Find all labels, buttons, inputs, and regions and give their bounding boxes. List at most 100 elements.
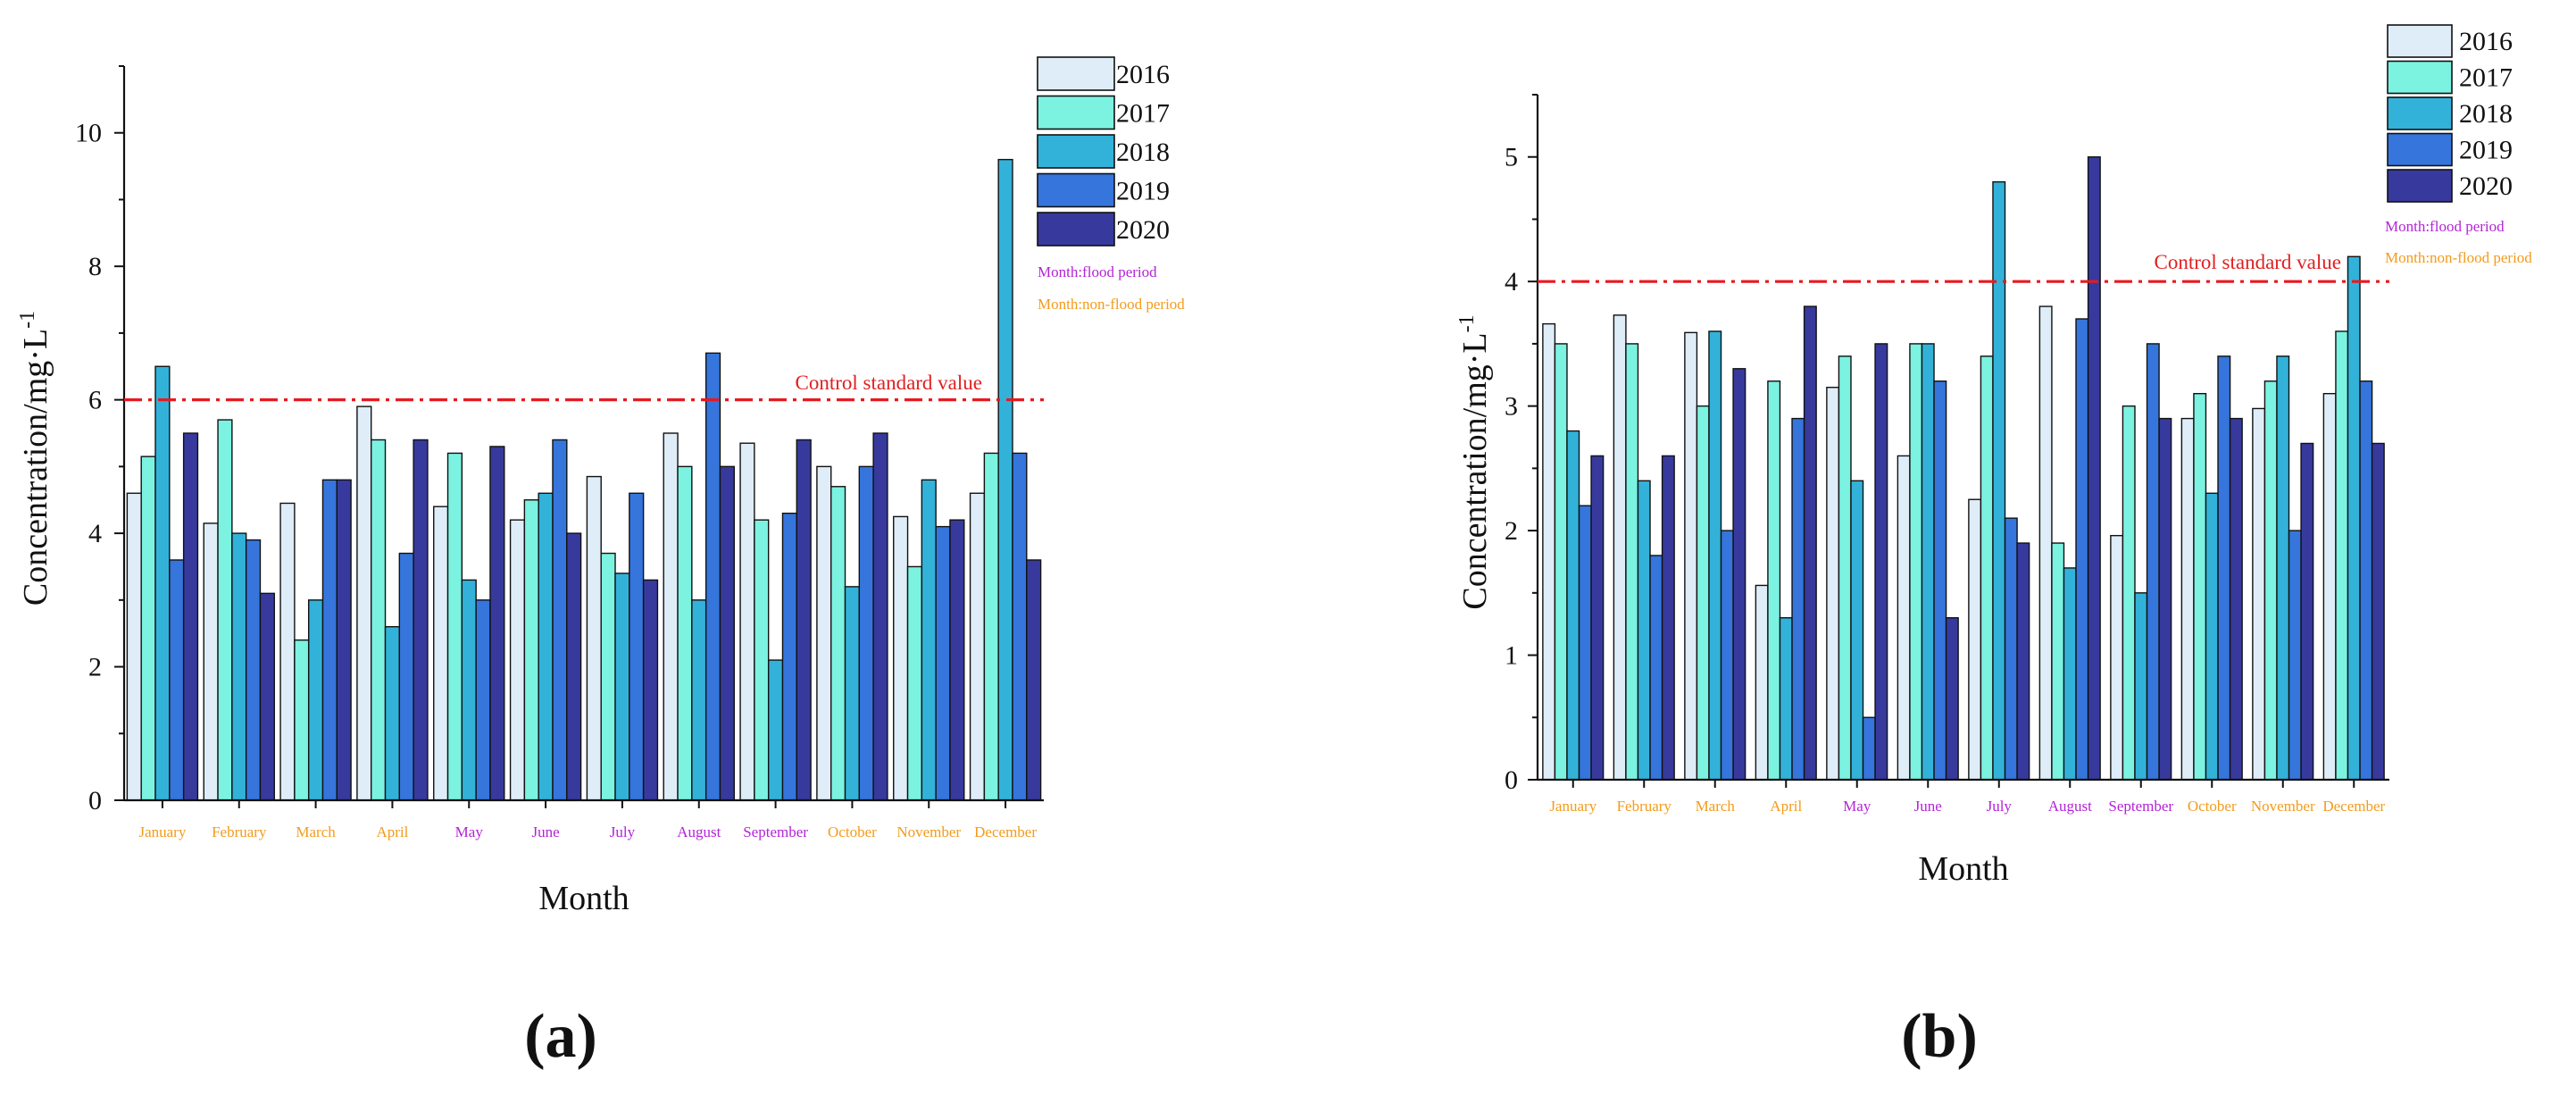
month-label-october: October bbox=[2188, 798, 2237, 815]
bar-2019-may bbox=[1862, 716, 1876, 781]
month-label-march: March bbox=[296, 823, 336, 840]
bar-2018-august bbox=[691, 599, 707, 801]
bar-2019-january bbox=[169, 559, 185, 801]
bar-2016-july bbox=[1968, 498, 1982, 781]
bar-2018-june bbox=[1921, 343, 1935, 781]
bar-2019-june bbox=[552, 439, 568, 801]
y-tick-label: 3 bbox=[1505, 392, 1518, 422]
bar-2016-april bbox=[1755, 584, 1769, 781]
legend-swatch-2020 bbox=[1037, 212, 1115, 247]
month-label-january: January bbox=[138, 823, 186, 840]
bar-2016-july bbox=[586, 475, 602, 801]
bar-2018-march bbox=[1708, 330, 1722, 781]
x-axis-title: Month bbox=[538, 880, 629, 917]
bar-2019-august bbox=[704, 352, 721, 801]
bar-2017-january bbox=[140, 456, 156, 801]
bar-2020-may bbox=[1874, 343, 1888, 781]
bar-2018-september bbox=[2134, 592, 2148, 781]
legend-swatch-2018 bbox=[2387, 96, 2453, 130]
y-tick-label: 2 bbox=[1505, 516, 1518, 546]
legend-swatch-2018 bbox=[1037, 134, 1115, 169]
bar-2018-may bbox=[1850, 480, 1864, 781]
bar-2020-july bbox=[2016, 542, 2030, 781]
bar-2017-february bbox=[217, 419, 233, 801]
bar-2020-august bbox=[2087, 156, 2101, 781]
month-label-march: March bbox=[1696, 798, 1736, 815]
bar-2018-march bbox=[307, 599, 324, 801]
legend-swatch-2017 bbox=[2387, 60, 2453, 95]
bar-2016-april bbox=[356, 405, 372, 801]
bar-2016-march bbox=[279, 502, 296, 801]
bar-2019-august bbox=[2075, 318, 2089, 781]
bar-2016-october bbox=[2180, 417, 2195, 781]
legend-note-non-flood: Month:non-flood period bbox=[2385, 249, 2532, 266]
panel-label: (b) bbox=[1901, 1002, 1978, 1071]
bar-2019-february bbox=[1649, 555, 1663, 781]
bar-2017-august bbox=[677, 465, 693, 801]
legend-label-2020: 2020 bbox=[2459, 171, 2513, 201]
bar-2017-june bbox=[1909, 343, 1923, 781]
month-label-november: November bbox=[896, 823, 961, 840]
bar-2017-april bbox=[371, 439, 387, 801]
bar-2019-february bbox=[245, 539, 262, 801]
bar-2016-march bbox=[1684, 331, 1698, 781]
y-axis-title-exponent: -1 bbox=[16, 311, 39, 329]
legend-label-2020: 2020 bbox=[1116, 215, 1170, 245]
bar-2020-june bbox=[1945, 617, 1959, 781]
bar-2018-august bbox=[2063, 567, 2077, 781]
bar-2019-november bbox=[2288, 530, 2302, 781]
bar-2020-september bbox=[2158, 417, 2172, 781]
bar-2017-january bbox=[1554, 343, 1568, 781]
month-label-august: August bbox=[2048, 798, 2092, 815]
bar-2017-july bbox=[600, 552, 616, 801]
bar-2020-april bbox=[413, 439, 429, 801]
legend-swatch-2016 bbox=[2387, 24, 2453, 58]
month-label-june: June bbox=[1914, 798, 1942, 815]
bar-2020-february bbox=[259, 592, 275, 801]
y-axis-title-exponent: -1 bbox=[1455, 314, 1479, 332]
month-label-november: November bbox=[2251, 798, 2315, 815]
y-tick-label: 5 bbox=[1505, 143, 1518, 172]
bar-2019-september bbox=[781, 512, 797, 801]
month-label-april: April bbox=[376, 823, 408, 840]
bar-2019-april bbox=[398, 552, 414, 801]
month-label-may: May bbox=[1843, 798, 1872, 815]
bar-2017-september bbox=[754, 519, 770, 801]
bar-2017-october bbox=[2193, 392, 2207, 781]
bar-2020-january bbox=[182, 432, 199, 801]
bar-2017-march bbox=[1696, 405, 1710, 781]
legend-label-2017: 2017 bbox=[2459, 63, 2513, 93]
legend-swatch-2019 bbox=[1037, 172, 1115, 208]
bar-2018-november bbox=[921, 479, 937, 801]
bar-2017-october bbox=[830, 486, 846, 801]
bar-2016-november bbox=[2252, 407, 2266, 781]
bar-2019-march bbox=[321, 479, 338, 801]
y-tick-label: 4 bbox=[1505, 267, 1518, 297]
bar-2019-april bbox=[1791, 417, 1805, 781]
bar-2017-april bbox=[1767, 380, 1781, 781]
month-label-august: August bbox=[677, 823, 721, 840]
bar-2018-october bbox=[2205, 492, 2219, 781]
bar-2016-september bbox=[2110, 534, 2124, 781]
bar-2018-april bbox=[384, 626, 401, 801]
month-label-december: December bbox=[974, 823, 1037, 840]
bar-2018-april bbox=[1779, 617, 1793, 781]
y-tick-label: 8 bbox=[88, 252, 102, 281]
bar-2020-july bbox=[642, 579, 659, 801]
bar-2020-november bbox=[2300, 442, 2314, 781]
panel-a-chart: January February March April May June July Augu… bbox=[16, 56, 1185, 1071]
legend-label-2018: 2018 bbox=[2459, 99, 2513, 129]
bar-2018-october bbox=[844, 586, 861, 801]
bar-2018-november bbox=[2276, 355, 2290, 781]
legend-label-2019: 2019 bbox=[1116, 177, 1170, 206]
bar-2016-february bbox=[1613, 314, 1627, 781]
month-label-june: June bbox=[531, 823, 559, 840]
bar-2016-december bbox=[969, 492, 986, 801]
bar-2020-january bbox=[1590, 455, 1605, 781]
y-tick-label: 1 bbox=[1505, 641, 1518, 671]
panel-b-chart: January February March April May June July Augu… bbox=[1455, 24, 2532, 1071]
bar-2017-july bbox=[1980, 355, 1994, 781]
bar-2019-march bbox=[1720, 530, 1734, 781]
y-tick-label: 4 bbox=[88, 519, 102, 548]
month-label-may: May bbox=[455, 823, 484, 840]
